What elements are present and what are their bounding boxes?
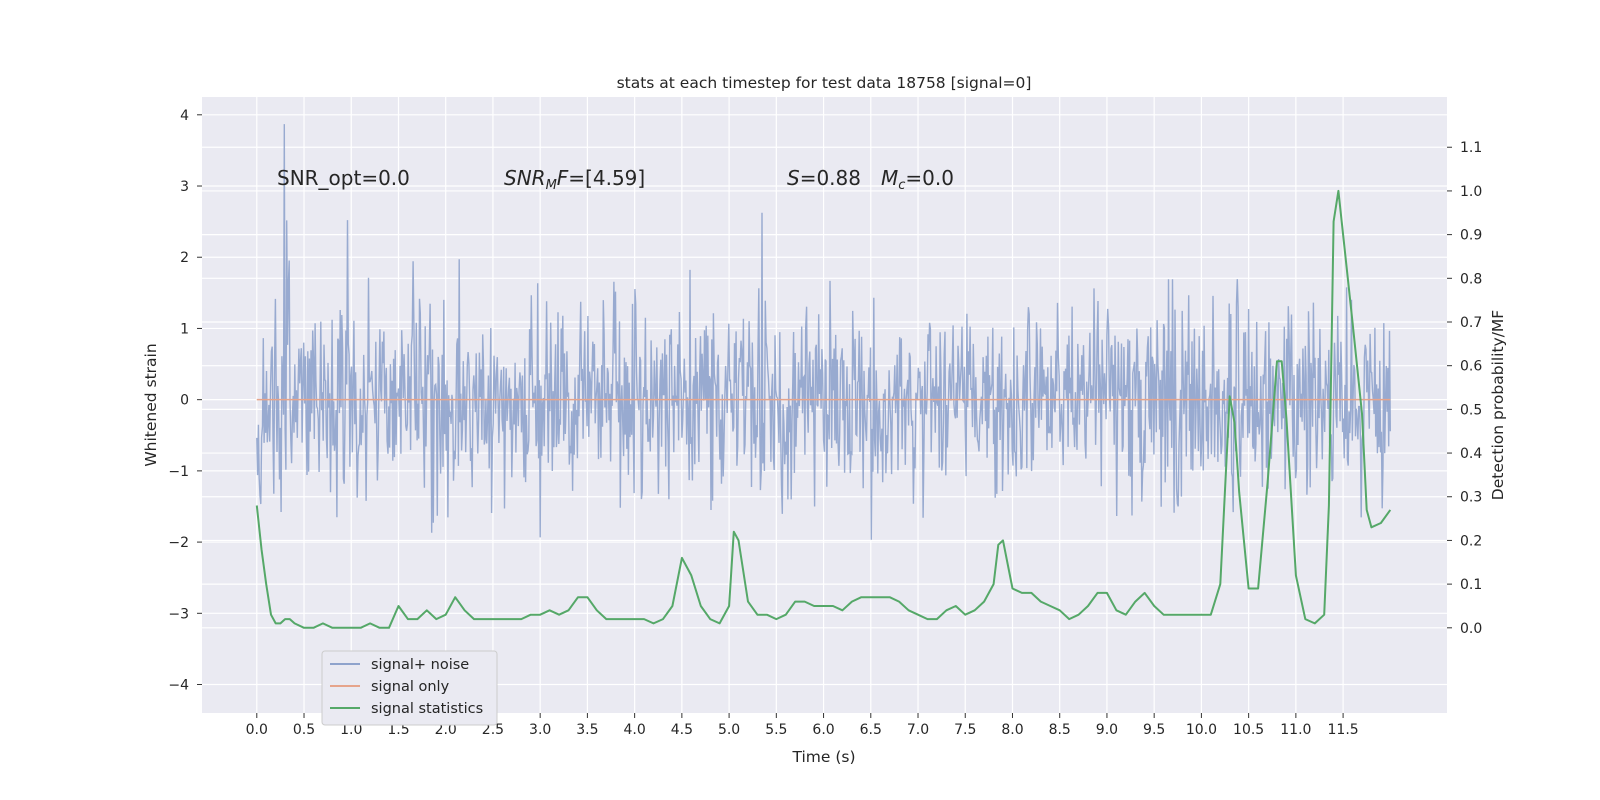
x-tick-label: 6.5 [860,722,882,738]
signal-noise-line [256,124,1392,540]
legend-label-signal-statistics: signal statistics [371,701,483,717]
x-tick-label: 8.0 [1001,722,1023,738]
legend-label-signal-noise: signal+ noise [371,657,469,673]
annotation-mc: Mc=0.0 [881,166,954,193]
y-right-tick-label: 0.6 [1460,359,1482,375]
annotation-s: S=0.88 [787,166,861,190]
y-right-tick-label: 0.7 [1460,315,1482,331]
y-axis-label-left: Whitened strain [142,343,160,466]
x-tick-label: 9.0 [1096,722,1118,738]
annotation-snr-mf: SNRMF=[4.59] [504,166,645,193]
x-tick-label: 2.5 [482,722,504,738]
y-right-tick-label: 1.0 [1460,184,1482,200]
x-tick-label: 3.5 [576,722,598,738]
legend-box [321,650,498,726]
x-tick-label: 0.0 [246,722,268,738]
x-tick-label: 7.0 [907,722,929,738]
x-tick-label: 2.0 [435,722,457,738]
x-tick-label: 5.5 [765,722,787,738]
y-right-tick-label: 0.8 [1460,271,1482,287]
x-tick-label: 5.0 [718,722,740,738]
x-tick-label: 0.5 [293,722,315,738]
y-right-tick-label: 0.3 [1460,490,1482,506]
x-tick-label: 10.0 [1186,722,1217,738]
series-signal-noise [256,124,1392,540]
y-left-tick-label: 1 [180,321,189,337]
y-left-tick-label: −3 [168,606,189,622]
x-tick-label: 1.5 [387,722,409,738]
axis-ticks: 0.0 0.5 1.0 1.5 2.0 2.5 3.0 3.5 4.0 4.5 5.0 5.5 6.0 6… [168,108,1482,738]
x-tick-label: 11.5 [1328,722,1359,738]
y-left-tick-label: 2 [180,250,189,266]
y-right-tick-label: 0.5 [1460,402,1482,418]
x-tick-label: 11.0 [1280,722,1311,738]
y-left-tick-label: −4 [168,678,189,694]
legend-label-signal-only: signal only [371,679,450,695]
y-right-tick-label: 0.0 [1460,621,1482,637]
x-tick-label: 7.5 [954,722,976,738]
signal-statistics-line [255,189,1392,629]
y-left-tick-label: −2 [168,535,189,551]
chart-title: stats at each timestep for test data 187… [617,74,1032,92]
x-tick-label: 9.5 [1143,722,1165,738]
y-right-tick-label: 0.9 [1460,228,1482,244]
y-right-tick-label: 0.1 [1460,577,1482,593]
x-tick-label: 6.0 [812,722,834,738]
x-tick-label: 10.5 [1233,722,1264,738]
annotation-snr-opt: SNR_opt=0.0 [277,166,410,190]
x-tick-label: 3.0 [529,722,551,738]
x-axis-label: Time (s) [791,748,855,766]
y-right-tick-label: 1.1 [1460,140,1482,156]
y-left-tick-label: 3 [180,179,189,195]
y-left-tick-label: 4 [180,108,189,124]
series-lines [255,189,1392,629]
x-tick-label: 4.0 [623,722,645,738]
x-tick-label: 8.5 [1049,722,1071,738]
y-left-tick-label: 0 [180,393,189,409]
y-right-tick-label: 0.2 [1460,533,1482,549]
y-axis-label-right: Detection probability/MF [1489,310,1507,501]
legend: signal+ noise signal only signal statist… [321,650,498,726]
y-right-tick-label: 0.4 [1460,446,1482,462]
x-tick-label: 1.0 [340,722,362,738]
y-left-tick-label: −1 [168,464,189,480]
x-tick-label: 4.5 [671,722,693,738]
